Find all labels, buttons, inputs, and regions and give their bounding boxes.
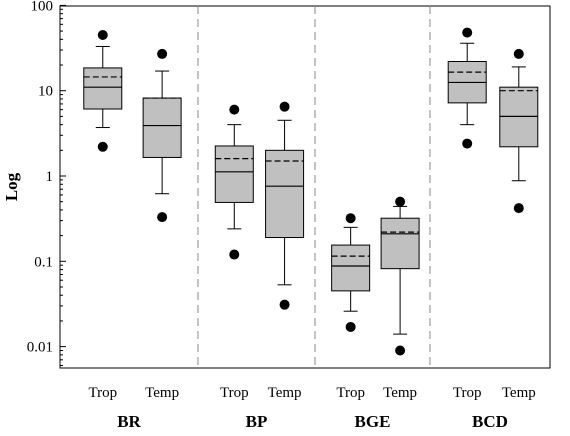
box-br-temp <box>142 48 182 223</box>
iqr-box <box>83 67 123 110</box>
outlier-point <box>279 299 290 310</box>
category-label: Trop <box>88 385 117 401</box>
box-bp-trop <box>214 104 254 260</box>
outlier-point <box>157 212 168 223</box>
iqr-box <box>142 97 182 158</box>
outlier-point <box>97 141 108 152</box>
category-label: Trop <box>220 385 249 401</box>
iqr-box <box>380 217 420 270</box>
box-bge-trop <box>331 213 371 332</box>
group-label: BGE <box>355 412 391 431</box>
box-bge-temp <box>380 196 420 356</box>
category-label: Temp <box>383 385 417 401</box>
y-tick-label: 0.01 <box>27 340 53 356</box>
outlier-point <box>229 249 240 260</box>
category-label: Trop <box>453 385 482 401</box>
box-bp-temp <box>265 101 305 310</box>
category-label: Trop <box>336 385 365 401</box>
y-tick-label: 0.1 <box>34 254 53 270</box>
y-axis: 0.01 0.1 1 10 100 <box>27 0 66 367</box>
box-br-trop <box>83 29 123 152</box>
iqr-box <box>214 145 254 203</box>
outlier-point <box>97 29 108 40</box>
y-tick-label: 10 <box>38 84 53 100</box>
y-tick-label: 1 <box>46 169 54 185</box>
group-label: BP <box>246 412 268 431</box>
box-series <box>83 27 539 356</box>
category-label: Temp <box>145 385 179 401</box>
iqr-box <box>499 86 539 148</box>
outlier-point <box>345 321 356 332</box>
group-label: BCD <box>472 412 508 431</box>
box-bcd-trop <box>447 27 487 149</box>
outlier-point <box>395 196 406 207</box>
outlier-point <box>157 48 168 59</box>
outlier-point <box>345 213 356 224</box>
group-separators <box>197 6 431 368</box>
outlier-point <box>279 101 290 112</box>
iqr-box <box>265 149 305 239</box>
outlier-point <box>513 48 524 59</box>
outlier-point <box>395 345 406 356</box>
outlier-point <box>462 138 473 149</box>
category-label: Temp <box>268 385 302 401</box>
y-axis-title: Log <box>2 172 21 201</box>
plot-frame <box>59 5 551 369</box>
outlier-point <box>229 104 240 115</box>
outlier-point <box>513 203 524 214</box>
group-label: BR <box>117 412 141 431</box>
box-bcd-temp <box>499 48 539 214</box>
y-tick-label: 100 <box>31 0 54 14</box>
category-label: Temp <box>502 385 536 401</box>
outlier-point <box>462 27 473 38</box>
iqr-box <box>331 244 371 292</box>
